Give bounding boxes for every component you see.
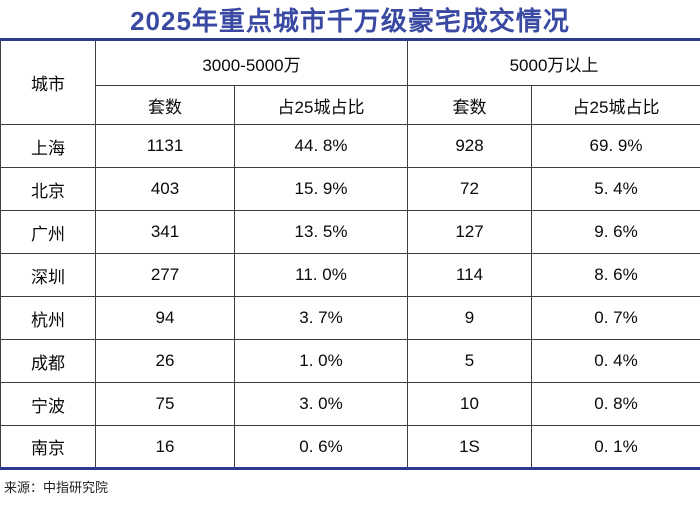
- city-cell: 宁波: [0, 382, 96, 426]
- source-note: 来源：中指研究院: [4, 480, 109, 495]
- group-header-3000-5000w: 3000-5000万: [95, 39, 408, 86]
- value-cell: 0. 7%: [530, 296, 700, 340]
- value-cell: 75: [95, 382, 235, 426]
- value-cell: 11. 0%: [234, 253, 408, 297]
- value-cell: 1. 0%: [234, 339, 408, 383]
- table-row: 成都 26 1. 0% 5 0. 4%: [0, 339, 700, 383]
- value-cell: 0. 6%: [234, 425, 408, 469]
- col-header-share-a: 占25城占比: [234, 85, 408, 125]
- value-cell: 9. 6%: [530, 210, 700, 254]
- value-cell: 5: [407, 339, 532, 383]
- city-cell: 深圳: [0, 253, 96, 297]
- table-row: 深圳 277 11. 0% 114 8. 6%: [0, 253, 700, 297]
- value-cell: 72: [407, 167, 532, 211]
- value-cell: 341: [95, 210, 235, 254]
- city-cell: 杭州: [0, 296, 96, 340]
- value-cell: 5. 4%: [530, 167, 700, 211]
- col-header-share-b: 占25城占比: [530, 85, 700, 125]
- value-cell: 94: [95, 296, 235, 340]
- value-cell: 9: [407, 296, 532, 340]
- value-cell: 10: [407, 382, 532, 426]
- value-cell: 277: [95, 253, 235, 297]
- table-row: 宁波 75 3. 0% 10 0. 8%: [0, 382, 700, 426]
- city-cell: 北京: [0, 167, 96, 211]
- table-row: 上海 1131 44. 8% 928 69. 9%: [0, 124, 700, 168]
- value-cell: 127: [407, 210, 532, 254]
- value-cell: 15. 9%: [234, 167, 408, 211]
- value-cell: 0. 8%: [530, 382, 700, 426]
- value-cell: 44. 8%: [234, 124, 408, 168]
- value-cell: 16: [95, 425, 235, 469]
- value-cell: 8. 6%: [530, 253, 700, 297]
- col-header-units-a: 套数: [95, 85, 235, 125]
- city-cell: 广州: [0, 210, 96, 254]
- value-cell: 26: [95, 339, 235, 383]
- figure-title: 2025年重点城市千万级豪宅成交情况: [130, 5, 570, 36]
- table-row: 北京 403 15. 9% 72 5. 4%: [0, 167, 700, 211]
- group-header-5000w-plus: 5000万以上: [406, 39, 700, 86]
- value-cell: 3. 7%: [234, 296, 408, 340]
- city-cell: 成都: [0, 339, 96, 383]
- value-cell: 403: [95, 167, 235, 211]
- value-cell: 69. 9%: [530, 124, 700, 168]
- value-cell: 114: [407, 253, 532, 297]
- col-header-city: 城市: [0, 39, 96, 125]
- city-cell: 上海: [0, 124, 96, 168]
- value-cell: 13. 5%: [234, 210, 408, 254]
- header-sub-row: 套数 占25城占比 套数 占25城占比: [1, 85, 700, 125]
- value-cell: 0. 1%: [530, 425, 700, 469]
- header-group-row: 城市 3000-5000万 5000万以上: [0, 39, 700, 125]
- sales-data-table: 城市 3000-5000万 5000万以上 套数 占25城占比 套数 占25城占…: [0, 38, 700, 470]
- col-header-units-b: 套数: [407, 85, 532, 125]
- city-cell: 南京: [0, 425, 96, 469]
- value-cell: 1131: [95, 124, 235, 168]
- value-cell: 0. 4%: [530, 339, 700, 383]
- table-row: 杭州 94 3. 7% 9 0. 7%: [0, 296, 700, 340]
- value-cell: 3. 0%: [234, 382, 408, 426]
- table-row: 南京 16 0. 6% 1S 0. 1%: [0, 425, 700, 469]
- value-cell: 928: [407, 124, 532, 168]
- table-row: 广州 341 13. 5% 127 9. 6%: [0, 210, 700, 254]
- value-cell: 1S: [407, 425, 532, 469]
